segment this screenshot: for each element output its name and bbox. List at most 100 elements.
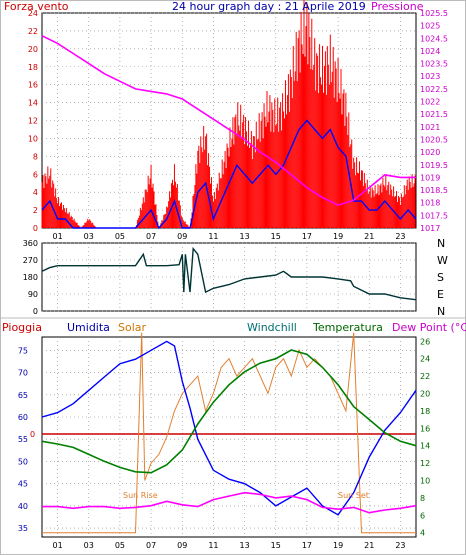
rain-zero-label: 0: [30, 430, 35, 439]
p1-right-tick-label: 1018.5: [420, 186, 448, 195]
p1-x-tick-label: 21: [364, 232, 374, 241]
p3-right-tick-label: 6: [420, 511, 425, 520]
p2-tick-label: 0: [33, 307, 38, 316]
p3-right-tick-label: 22: [420, 372, 430, 381]
p3-x-tick-label: 03: [84, 541, 94, 550]
p1-left-tick-label: 8: [33, 152, 38, 161]
p1-x-tick-label: 07: [146, 232, 156, 241]
p1-right-tick-label: 1019: [420, 173, 440, 182]
p1-x-tick-label: 19: [333, 232, 343, 241]
p1-right-tick-label: 1023.5: [420, 60, 448, 69]
legend-temperatura: Temperatura: [312, 321, 383, 334]
legend-dewpoint: Dew Point (°C): [392, 321, 466, 334]
p3-left-tick-label: 45: [18, 480, 28, 489]
p1-right-tick-label: 1019.5: [420, 161, 448, 170]
legend-umidita: Umidita: [67, 321, 110, 334]
p3-left-tick-label: 75: [18, 346, 28, 355]
p3-x-tick-label: 21: [364, 541, 374, 550]
p2-tick-label: 270: [23, 256, 38, 265]
p1-left-tick-label: 24: [28, 9, 38, 18]
p3-x-tick-label: 01: [52, 541, 62, 550]
p1-right-tick-label: 1021.5: [420, 110, 448, 119]
p2-direction-label: E: [437, 288, 444, 301]
legend-solar: Solar: [118, 321, 147, 334]
p1-right-tick-label: 1021: [420, 123, 440, 132]
p3-x-tick-label: 07: [146, 541, 156, 550]
p3-right-tick-label: 10: [420, 476, 430, 485]
chart-title: 24 hour graph day : 21 Aprile 2019: [172, 0, 366, 13]
legend-windchill: Windchill: [247, 321, 297, 334]
wind-axis-label: Forza vento: [4, 0, 69, 13]
p1-left-tick-label: 14: [28, 99, 38, 108]
p1-x-tick-label: 05: [115, 232, 125, 241]
p3-left-tick-label: 55: [18, 435, 28, 444]
p3-x-tick-label: 19: [333, 541, 343, 550]
p3-left-tick-label: 40: [18, 502, 28, 511]
p1-left-tick-label: 12: [28, 117, 38, 126]
solar-line: [42, 332, 416, 534]
p1-x-tick-label: 15: [271, 232, 281, 241]
p1-right-tick-label: 1024: [420, 47, 440, 56]
p1-x-tick-label: 11: [208, 232, 218, 241]
p3-right-tick-label: 14: [420, 442, 430, 451]
panel3-frame: [41, 336, 417, 538]
p1-x-tick-label: 23: [395, 232, 405, 241]
p2-direction-label: N: [437, 305, 445, 318]
p1-left-tick-label: 20: [28, 45, 38, 54]
p1-right-tick-label: 1020.5: [420, 135, 448, 144]
p1-x-tick-label: 09: [177, 232, 187, 241]
p2-direction-label: S: [437, 271, 444, 284]
p3-x-tick-label: 11: [208, 541, 218, 550]
p3-right-tick-label: 4: [420, 529, 425, 538]
p1-left-tick-label: 2: [33, 206, 38, 215]
wind-average-line: [41, 119, 417, 230]
p1-right-tick-label: 1022.5: [420, 85, 448, 94]
p1-left-tick-label: 6: [33, 170, 38, 179]
plot-layer: [41, 0, 417, 534]
p3-right-tick-label: 12: [420, 459, 430, 468]
p3-x-tick-label: 17: [302, 541, 312, 550]
p2-tick-label: 360: [23, 239, 38, 248]
sunset-label: Sun Set: [338, 491, 369, 500]
p3-left-tick-label: 65: [18, 391, 28, 400]
p2-direction-label: W: [437, 254, 448, 267]
p1-left-tick-label: 18: [28, 63, 38, 72]
p1-right-tick-label: 1017.5: [420, 211, 448, 220]
p1-left-tick-label: 10: [28, 134, 38, 143]
p1-right-tick-label: 1020: [420, 148, 440, 157]
pressure-axis-label: Pressione: [371, 0, 424, 13]
p3-left-tick-label: 60: [18, 413, 28, 422]
p3-x-tick-label: 23: [395, 541, 405, 550]
legend-pioggia: Pioggia: [2, 321, 42, 334]
p1-right-tick-label: 1017: [420, 224, 440, 233]
dewpoint-line: [42, 491, 417, 514]
p3-right-tick-label: 18: [420, 407, 430, 416]
p1-right-tick-label: 1024.5: [420, 34, 448, 43]
tick-layer: 02468101214161820222410171017.510181018.…: [18, 9, 448, 550]
p1-right-tick-label: 1025.5: [420, 9, 448, 18]
p1-x-tick-label: 03: [84, 232, 94, 241]
p1-x-tick-label: 13: [239, 232, 249, 241]
p1-right-tick-label: 1023: [420, 72, 440, 81]
p1-right-tick-label: 1018: [420, 199, 440, 208]
direction-line: [41, 246, 417, 301]
p3-right-tick-label: 16: [420, 424, 430, 433]
p3-left-tick-label: 70: [18, 369, 28, 378]
p3-x-tick-label: 05: [115, 541, 125, 550]
sunrise-label: Sun Rise: [123, 491, 158, 500]
p1-right-tick-label: 1025: [420, 22, 440, 31]
p1-x-tick-label: 17: [302, 232, 312, 241]
p3-right-tick-label: 24: [420, 355, 430, 364]
p3-right-tick-label: 26: [420, 337, 430, 346]
p1-left-tick-label: 4: [33, 188, 38, 197]
p2-direction-label: N: [437, 237, 445, 250]
humidity-line: [41, 340, 417, 516]
p3-x-tick-label: 15: [271, 541, 281, 550]
p3-right-tick-label: 8: [420, 494, 425, 503]
p3-left-tick-label: 50: [18, 457, 28, 466]
p1-right-tick-label: 1022: [420, 98, 440, 107]
